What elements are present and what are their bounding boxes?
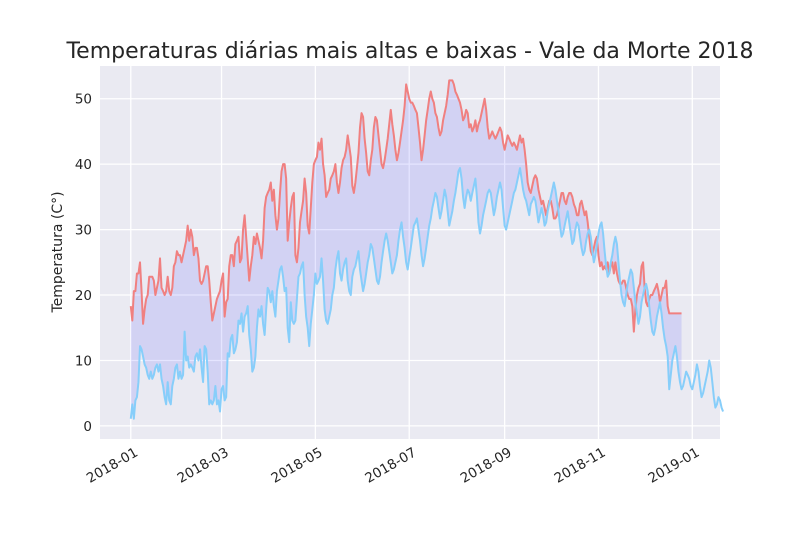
x-tick-label: 2019-01 (645, 445, 702, 487)
x-axis-ticks: 2018-01 2018-03 2018-05 2018-07 2018-09 2018-… (84, 445, 702, 487)
y-tick-label: 50 (75, 92, 92, 108)
x-tick-label: 2018-07 (362, 445, 419, 487)
y-tick-label: 30 (75, 223, 92, 239)
y-tick-label: 10 (75, 353, 92, 369)
fill-between-area (130, 80, 682, 419)
x-tick-label: 2018-01 (84, 445, 141, 487)
series-low-line (129, 167, 725, 420)
y-tick-label: 40 (75, 157, 92, 173)
y-tick-label: 0 (83, 419, 92, 435)
y-axis-label: Temperatura (C°) (50, 191, 66, 313)
series-high-line (129, 79, 682, 333)
y-tick-label: 20 (75, 288, 92, 304)
x-tick-label: 2018-03 (175, 445, 232, 487)
x-tick-label: 2018-09 (458, 445, 515, 487)
x-tick-label: 2018-11 (552, 445, 609, 487)
y-axis-ticks: 0 10 20 30 40 50 (75, 92, 92, 435)
x-tick-label: 2018-05 (269, 445, 326, 487)
chart-title: Temperaturas diárias mais altas e baixas… (65, 39, 753, 64)
